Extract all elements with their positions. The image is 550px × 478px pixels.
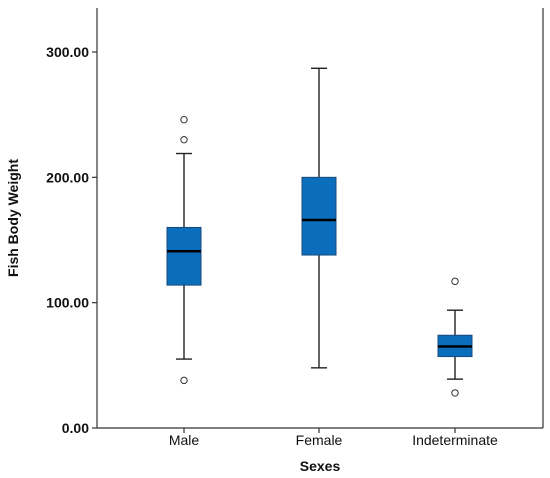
outlier-point: [180, 115, 188, 124]
x-tick-label: Male: [169, 432, 200, 448]
x-tick-label: Female: [296, 432, 343, 448]
x-tick-labels: Male Female Indeterminate: [169, 428, 498, 448]
outlier-point: [451, 389, 459, 397]
outlier-point: [451, 277, 459, 286]
outlier-point: [180, 136, 188, 144]
y-tick-label: 300.00: [46, 44, 89, 60]
boxplot-male: [166, 115, 202, 385]
y-tick-label: 0.00: [62, 420, 89, 436]
boxes: [166, 67, 473, 397]
iqr-box: [301, 176, 337, 256]
y-tick-label: 200.00: [46, 169, 89, 185]
axes: [96, 8, 544, 429]
y-ticks: 0.00 100.00 200.00 300.00: [46, 44, 97, 436]
boxplot-indeterminate: [437, 277, 473, 397]
outlier-point: [180, 376, 188, 385]
x-tick-label: Indeterminate: [412, 432, 498, 448]
y-tick-label: 100.00: [46, 295, 89, 311]
boxplot-female: [301, 67, 337, 369]
iqr-box: [166, 226, 202, 286]
x-axis-title: Sexes: [300, 458, 341, 474]
y-axis-title: Fish Body Weight: [5, 159, 21, 277]
